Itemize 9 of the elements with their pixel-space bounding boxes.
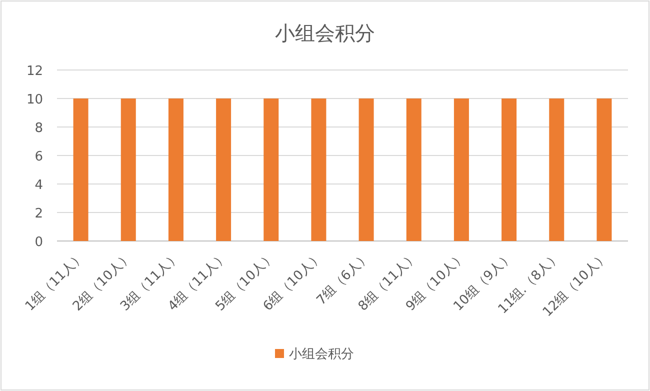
chart-title: 小组会积分 [275, 21, 375, 45]
legend-label: 小组会积分 [289, 347, 354, 362]
y-tick-label: 0 [34, 235, 43, 250]
y-tick-label: 12 [26, 64, 43, 79]
y-tick-label: 2 [34, 206, 43, 222]
y-tick-label: 8 [34, 121, 43, 136]
y-tick-label: 6 [34, 150, 43, 164]
y-tick-label: 10 [26, 92, 43, 108]
y-tick-label: 4 [34, 178, 43, 193]
